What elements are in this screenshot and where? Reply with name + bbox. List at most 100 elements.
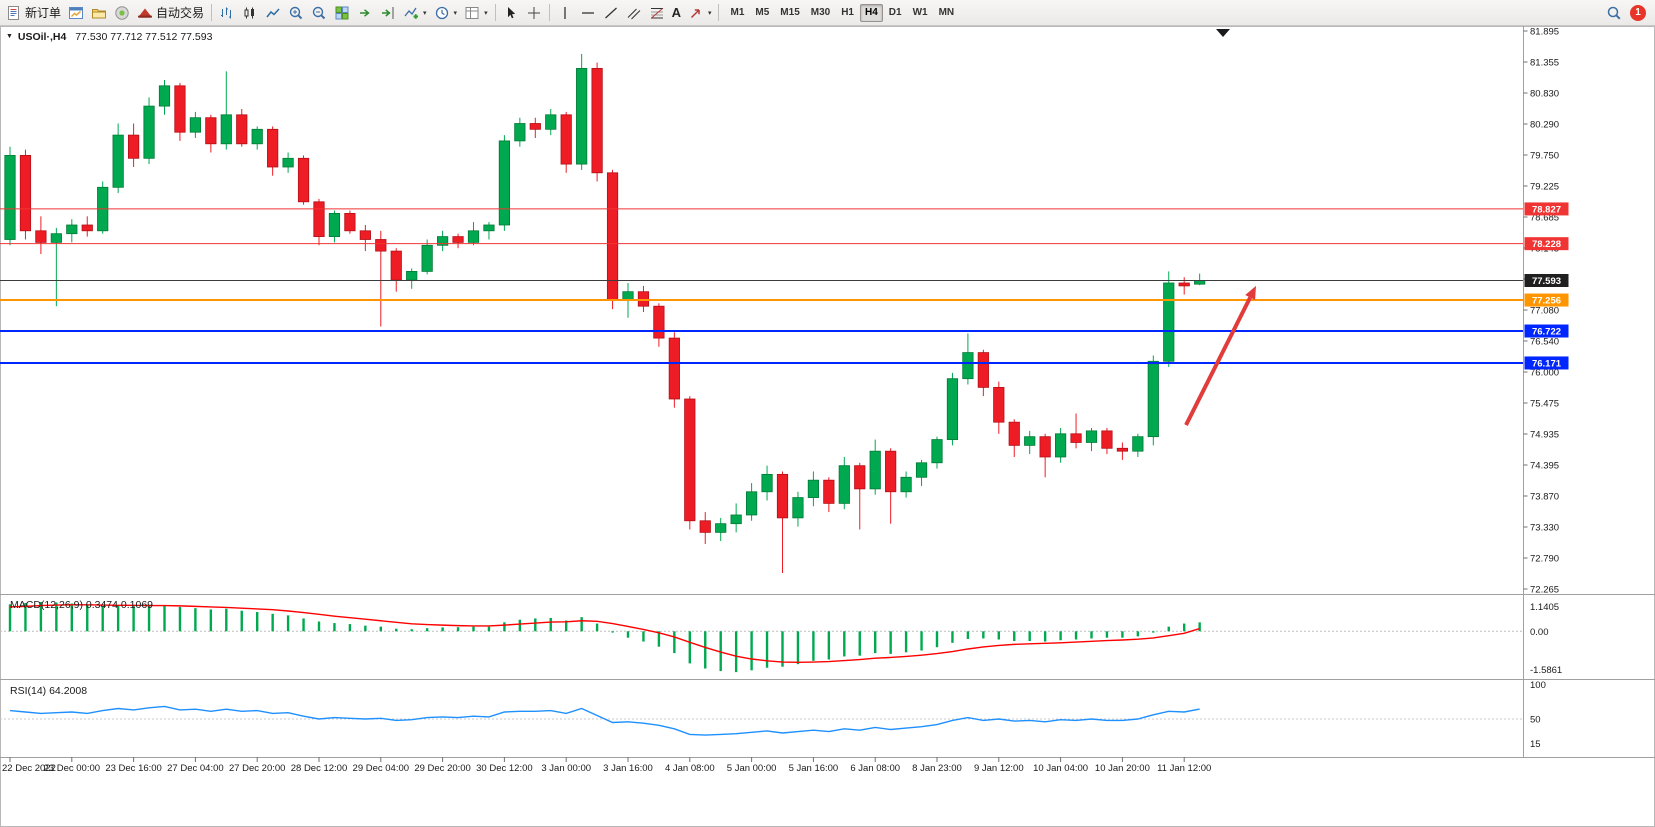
bar-chart-type-button[interactable] [216, 2, 238, 24]
time-label: 4 Jan 08:00 [665, 763, 715, 774]
tile-windows-button[interactable] [331, 2, 353, 24]
candle-body [637, 291, 650, 307]
candle-body [483, 224, 495, 232]
price-tick-label: 79.750 [1530, 151, 1559, 162]
candle-body [112, 134, 124, 188]
tf-button-w1[interactable]: W1 [912, 6, 928, 18]
annotation-arrow[interactable] [1184, 296, 1252, 426]
vertical-line-tool-button[interactable] [554, 2, 576, 24]
arrows-tool-button[interactable]: ▾ [685, 2, 715, 24]
price-badge-text: 78.228 [1532, 239, 1561, 250]
new-order-button[interactable]: 新订单 [3, 2, 64, 24]
crosshair-tool-button[interactable] [523, 2, 545, 24]
candle-body [35, 230, 47, 243]
time-label: 11 Jan 12:00 [1157, 763, 1211, 774]
candle-body [653, 305, 665, 339]
tf-button-m15[interactable]: M15 [780, 6, 800, 18]
tile-windows-icon [335, 6, 349, 19]
candle-body [977, 352, 989, 388]
price-badge-text: 76.722 [1532, 327, 1561, 338]
candle-body [452, 236, 464, 243]
price-badge-text: 77.593 [1532, 276, 1561, 287]
zoom-in-button[interactable] [285, 2, 307, 24]
zoom-out-button[interactable] [308, 2, 330, 24]
vertical-line-icon [563, 6, 566, 19]
new-chart-button[interactable] [65, 2, 87, 24]
indicators-button[interactable]: ▾ [400, 2, 430, 24]
candle-body [1039, 436, 1051, 458]
tf-button-m30[interactable]: M30 [810, 6, 831, 18]
chart-shift-button[interactable] [377, 2, 399, 24]
text-tool-button[interactable]: A [669, 2, 684, 24]
candle-body [668, 337, 680, 400]
price-tick-label: 74.395 [1530, 461, 1559, 472]
tf-button-h4[interactable]: H4 [860, 3, 883, 22]
templates-button[interactable]: ▾ [461, 2, 491, 24]
candle-chart-type-button[interactable] [239, 2, 261, 24]
candle-body [205, 117, 217, 145]
trendline-icon [604, 7, 617, 18]
dropdown-caret-icon[interactable]: ▾ [423, 9, 427, 17]
candle-body [143, 105, 155, 159]
candle-body [251, 128, 263, 145]
time-label: 6 Jan 08:00 [850, 763, 900, 774]
fibonacci-icon [650, 7, 663, 18]
dropdown-caret-icon[interactable]: ▾ [484, 9, 488, 17]
candle-body [467, 230, 480, 243]
fibonacci-tool-button[interactable] [646, 2, 668, 24]
tf-button-d1[interactable]: D1 [888, 6, 902, 18]
candle-body [576, 68, 588, 165]
tf-button-mn[interactable]: MN [938, 6, 955, 18]
auto-trading-button[interactable]: 自动交易 [134, 2, 207, 24]
dropdown-caret-icon[interactable]: ▾ [453, 9, 458, 17]
timeframe-group: M1 M5 M15 M30 H1 H4 D1 W1 MN [725, 3, 959, 22]
trendline-tool-button[interactable] [600, 2, 622, 24]
horizontal-line-icon [581, 11, 594, 14]
time-label: 27 Dec 04:00 [167, 763, 224, 774]
rsi-line [9, 705, 1200, 736]
tf-button-h1[interactable]: H1 [841, 6, 854, 18]
periods-button[interactable]: ▾ [431, 2, 461, 24]
indicators-icon [404, 7, 419, 19]
tf-button-m1[interactable]: M1 [730, 6, 745, 18]
clock-icon [435, 6, 448, 19]
rsi-axis-label: 100 [1530, 680, 1546, 691]
candle-body [931, 439, 943, 464]
price-tick-label: 77.080 [1530, 306, 1559, 317]
community-button[interactable] [111, 2, 133, 24]
notification-badge[interactable]: 1 [1630, 4, 1646, 21]
candle-body [606, 172, 619, 301]
chart-shift-marker[interactable] [1216, 29, 1230, 37]
tf-button-m5[interactable]: M5 [755, 6, 770, 18]
candle-body [776, 473, 789, 519]
candle-body [359, 230, 371, 240]
horizontal-line-tool-button[interactable] [577, 2, 599, 24]
macd-axis-label: -1.5861 [1530, 665, 1562, 676]
dropdown-caret-icon[interactable]: ▾ [707, 9, 712, 17]
symbol-ohlc-values: 77.530 77.712 77.512 77.593 [75, 31, 213, 43]
new-order-icon [8, 5, 19, 20]
candle-body [406, 270, 418, 281]
time-label: 28 Dec 12:00 [291, 763, 348, 774]
candle-body [1055, 433, 1067, 458]
time-label: 8 Jan 23:00 [912, 763, 962, 774]
macd-signal-line [9, 604, 1200, 664]
symbol-dropdown-icon[interactable]: ▼ [6, 33, 13, 40]
chart-canvas[interactable]: 81.895 81.355 80.830 80.290 79.750 79.225 78.6… [0, 26, 1655, 827]
candle-body [761, 473, 773, 493]
rsi-axis-label: 15 [1530, 739, 1541, 750]
auto-scroll-button[interactable] [354, 2, 376, 24]
candle-body [375, 239, 387, 252]
line-chart-icon [266, 7, 280, 17]
time-label: 5 Jan 16:00 [789, 763, 839, 774]
line-chart-type-button[interactable] [262, 2, 284, 24]
profiles-button[interactable] [88, 2, 110, 24]
channel-tool-button[interactable] [623, 2, 645, 24]
time-label: 29 Dec 20:00 [414, 763, 471, 774]
price-badge [1524, 237, 1569, 251]
cursor-tool-button[interactable] [500, 2, 522, 24]
search-icon[interactable] [1606, 5, 1622, 21]
chart-border [0, 26, 1655, 827]
chart-window-icon [69, 6, 84, 19]
auto-trading-label: 自动交易 [156, 6, 205, 20]
